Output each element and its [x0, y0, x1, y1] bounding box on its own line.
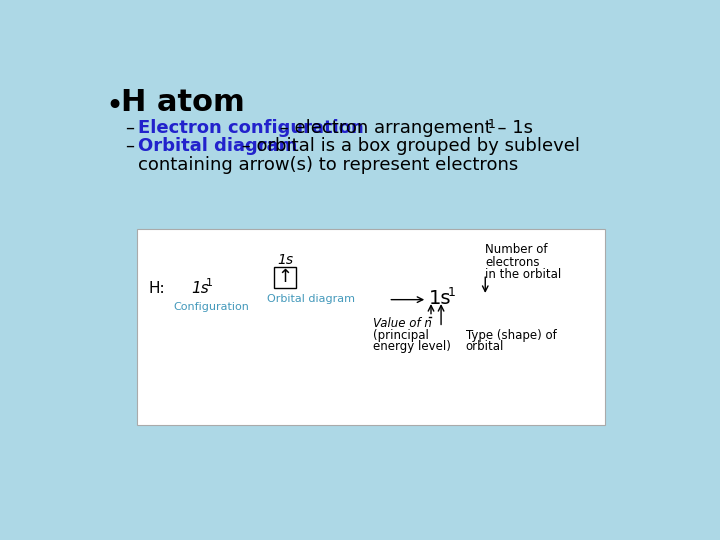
Text: 1: 1: [447, 286, 455, 299]
Text: ↑: ↑: [278, 267, 293, 286]
Text: –: –: [125, 137, 134, 155]
Text: Type (shape) of: Type (shape) of: [466, 329, 557, 342]
Text: H atom: H atom: [121, 88, 245, 117]
Text: 1s: 1s: [277, 253, 293, 267]
Text: Configuration: Configuration: [174, 302, 250, 312]
Text: energy level): energy level): [373, 340, 451, 354]
Bar: [274, 267, 296, 288]
Text: (principal: (principal: [373, 329, 428, 342]
Text: containing arrow(s) to represent electrons: containing arrow(s) to represent electro…: [138, 156, 518, 174]
Text: 1: 1: [205, 278, 212, 288]
Text: Number of: Number of: [485, 244, 548, 256]
Text: Value of n: Value of n: [373, 318, 432, 330]
Text: – orbital is a box grouped by sublevel: – orbital is a box grouped by sublevel: [235, 137, 580, 155]
Text: in the orbital: in the orbital: [485, 268, 562, 281]
Text: Orbital diagram: Orbital diagram: [138, 137, 297, 155]
Text: – electron arrangement – 1s: – electron arrangement – 1s: [274, 119, 533, 137]
Text: electrons: electrons: [485, 256, 540, 269]
Text: –: –: [125, 119, 134, 137]
Text: orbital: orbital: [466, 340, 504, 354]
Text: Orbital diagram: Orbital diagram: [266, 294, 355, 304]
Text: H:: H:: [148, 281, 165, 295]
Bar: [137, 229, 606, 425]
Text: 1s: 1s: [428, 289, 451, 308]
Text: 1: 1: [487, 118, 495, 131]
Text: 1s: 1s: [191, 281, 209, 295]
Text: •: •: [106, 92, 124, 121]
Text: Electron configuration: Electron configuration: [138, 119, 364, 137]
